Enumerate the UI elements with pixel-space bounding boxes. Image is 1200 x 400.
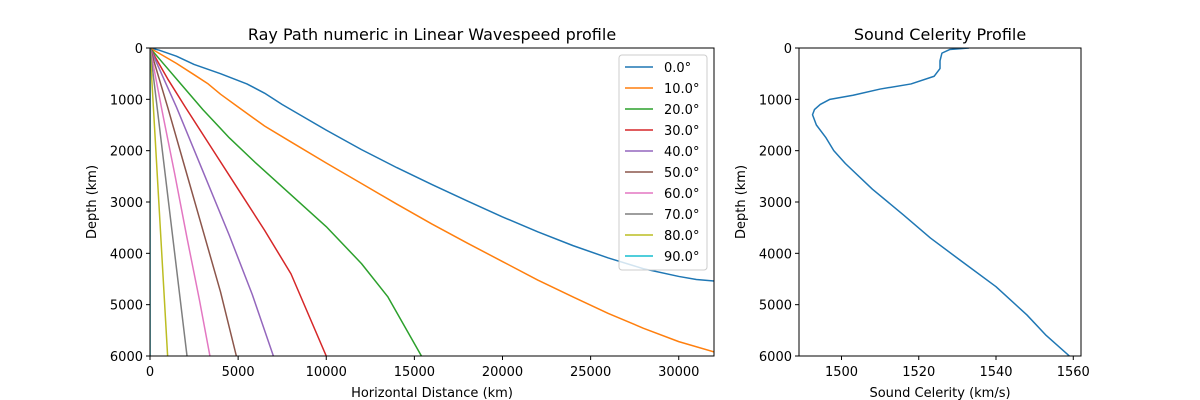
legend-entries: 0.0° 10.0° 20.0° 30.0° 40.0° 50.0° 60.0° 70.0° 8… bbox=[625, 61, 699, 265]
celerity-profile-y-tick-label: 6000 bbox=[759, 350, 792, 365]
celerity-profile-plot-area bbox=[811, 48, 1070, 356]
ray-path-x-ticks: 0 5000 10000 15000 20000 25000 30000 bbox=[146, 356, 699, 380]
celerity-profile-x-tick-label: 1540 bbox=[979, 365, 1012, 380]
ray-path-series-80-0-line bbox=[150, 48, 169, 356]
legend-label: 40.0° bbox=[664, 145, 699, 160]
celerity-profile-chart-title: Sound Celerity Profile bbox=[854, 25, 1026, 44]
legend-label: 90.0° bbox=[664, 250, 699, 265]
celerity-profile-y-tick-label: 0 bbox=[784, 42, 792, 57]
ray-path-x-tick-label: 25000 bbox=[570, 365, 611, 380]
ray-path-y-tick-label: 3000 bbox=[110, 196, 143, 211]
celerity-profile-y-tick-label: 2000 bbox=[759, 145, 792, 160]
legend-label: 50.0° bbox=[664, 166, 699, 181]
celerity-profile-y-tick-label: 1000 bbox=[759, 93, 792, 108]
ray-path-x-tick-label: 20000 bbox=[482, 365, 523, 380]
legend-label: 80.0° bbox=[664, 229, 699, 244]
ray-path-chart-title: Ray Path numeric in Linear Wavespeed pro… bbox=[248, 25, 616, 44]
ray-path-y-tick-label: 6000 bbox=[110, 350, 143, 365]
ray-path-series-40-0-line bbox=[150, 48, 275, 356]
legend-label: 30.0° bbox=[664, 124, 699, 139]
celerity-profile-y-tick-label: 3000 bbox=[759, 196, 792, 211]
ray-path-x-tick-label: 30000 bbox=[658, 365, 699, 380]
ray-path-x-tick-label: 10000 bbox=[306, 365, 347, 380]
celerity-profile-x-tick-label: 1560 bbox=[1057, 365, 1090, 380]
legend: 0.0° 10.0° 20.0° 30.0° 40.0° 50.0° 60.0° 70.0° 8… bbox=[618, 54, 708, 271]
ray-path-y-tick-label: 2000 bbox=[110, 145, 143, 160]
ray-path-x-tick-label: 15000 bbox=[394, 365, 435, 380]
celerity-profile-x-axis-label: Sound Celerity (km/s) bbox=[869, 386, 1010, 400]
celerity-profile-y-axis-label: Depth (km) bbox=[734, 165, 749, 239]
ray-path-series-20-0-line bbox=[150, 48, 423, 356]
ray-path-series-70-0-line bbox=[150, 48, 188, 356]
ray-path-y-axis-label: Depth (km) bbox=[85, 165, 100, 239]
celerity-profile-series-profile-line bbox=[811, 48, 1070, 356]
ray-path-chart: Ray Path numeric in Linear Wavespeed pro… bbox=[85, 25, 715, 400]
ray-path-y-ticks: 0 1000 2000 3000 4000 5000 6000 bbox=[110, 42, 150, 365]
ray-path-y-tick-label: 5000 bbox=[110, 299, 143, 314]
celerity-profile-y-tick-label: 5000 bbox=[759, 299, 792, 314]
ray-path-series-10-0-line bbox=[150, 48, 714, 353]
legend-label: 20.0° bbox=[664, 103, 699, 118]
ray-path-y-tick-label: 0 bbox=[135, 42, 143, 57]
celerity-profile-y-tick-label: 4000 bbox=[759, 247, 792, 262]
celerity-profile-x-tick-label: 1520 bbox=[902, 365, 935, 380]
legend-label: 60.0° bbox=[664, 187, 699, 202]
celerity-profile-chart: Sound Celerity Profile 1500 1520 1540 1560 … bbox=[734, 25, 1090, 400]
celerity-profile-x-ticks: 1500 1520 1540 1560 bbox=[825, 356, 1090, 380]
ray-path-series-60-0-line bbox=[150, 48, 211, 356]
ray-path-series-30-0-line bbox=[150, 48, 327, 356]
ray-path-x-axis-label: Horizontal Distance (km) bbox=[351, 386, 513, 400]
celerity-profile-y-ticks: 0 1000 2000 3000 4000 5000 6000 bbox=[759, 42, 799, 365]
ray-path-x-tick-label: 5000 bbox=[222, 365, 255, 380]
ray-path-series-50-0-line bbox=[150, 48, 238, 356]
legend-label: 10.0° bbox=[664, 82, 699, 97]
celerity-profile-x-tick-label: 1500 bbox=[825, 365, 858, 380]
ray-path-y-tick-label: 1000 bbox=[110, 93, 143, 108]
legend-label: 0.0° bbox=[664, 61, 691, 76]
legend-label: 70.0° bbox=[664, 208, 699, 223]
ray-path-y-tick-label: 4000 bbox=[110, 247, 143, 262]
ray-path-x-tick-label: 0 bbox=[146, 365, 154, 380]
